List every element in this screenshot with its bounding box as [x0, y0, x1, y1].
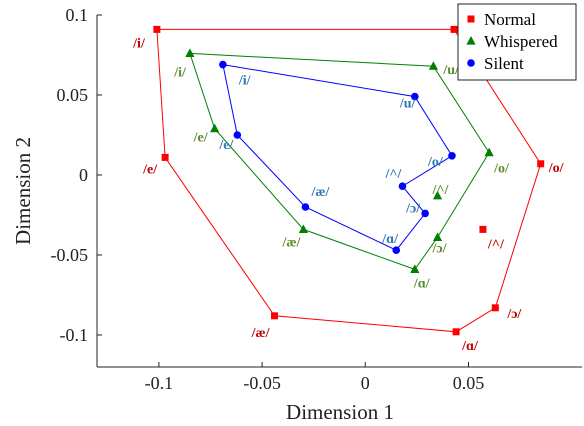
- whispered-open-o-marker: [432, 232, 443, 241]
- normal-e-marker: [161, 153, 169, 161]
- normal-open-o-label: /ɔ/: [506, 307, 522, 322]
- silent-open-o-label: /ɔ/: [405, 201, 421, 216]
- legend-whispered-marker: [466, 36, 476, 45]
- whispered-e-marker: [210, 123, 220, 133]
- whispered-open-o-label: /ɔ/: [432, 241, 448, 256]
- legend: Normal Whispered Silent: [457, 3, 577, 81]
- whispered-caret-marker: [432, 190, 443, 200]
- whispered-o-marker: [484, 147, 494, 157]
- legend-whispered-label: Whispered: [484, 32, 558, 51]
- y-tick-label: 0.1: [66, 5, 89, 25]
- x-tick-label: 0.05: [453, 373, 485, 393]
- silent-o-label: /o/: [427, 155, 444, 170]
- whispered-polygon: [189, 52, 490, 270]
- silent-caret-label: /^/: [384, 167, 402, 182]
- silent-open-o-marker: [421, 209, 429, 218]
- normal-a-label: /ɑ/: [461, 339, 479, 354]
- silent-o-marker: [448, 152, 456, 160]
- legend-normal-label: Normal: [484, 10, 536, 29]
- y-tick-label: 0.05: [57, 85, 89, 105]
- normal-e-label: /e/: [142, 162, 158, 177]
- whispered-e-label: /e/: [193, 131, 209, 146]
- whispered-caret-label: /^/: [432, 183, 450, 198]
- legend-silent-marker: [467, 59, 475, 67]
- whispered-a-marker: [410, 264, 420, 273]
- x-tick-label: 0: [361, 373, 370, 393]
- whispered-u-label: /u/: [442, 63, 460, 78]
- normal-i-label: /i/: [132, 36, 146, 51]
- whispered-ae-label: /æ/: [281, 235, 301, 250]
- point-labels: /i/ /u/ /o/ /ɔ/ /ɑ/ /æ/ /e/ /^/ /i/ /u/ /o/ /^/ /ɔ/ /…: [132, 9, 564, 353]
- y-tick-label: 0: [79, 165, 88, 185]
- silent-e-marker: [233, 131, 242, 139]
- silent-u-label: /u/: [399, 97, 417, 112]
- legend-normal-marker: [467, 15, 475, 23]
- normal-a-marker: [452, 328, 460, 336]
- normal-caret-label: /^/: [487, 237, 505, 252]
- normal-u-marker: [450, 25, 458, 33]
- legend-box: [457, 3, 577, 81]
- silent-e-label: /e/: [218, 138, 234, 153]
- silent-caret-marker: [398, 182, 407, 190]
- silent-u-marker: [411, 92, 419, 101]
- silent-i-label: /i/: [238, 74, 252, 89]
- normal-o-label: /o/: [548, 161, 565, 176]
- silent-a-marker: [392, 246, 401, 254]
- tick-marks-and-labels: -0.1 -0.05 0 0.05 -0.1 -0.05 0 0.05 0.1: [51, 5, 485, 393]
- normal-o-marker: [537, 160, 545, 168]
- silent-ae-label: /æ/: [310, 185, 330, 200]
- x-axis-title: Dimension 1: [286, 400, 394, 424]
- whispered-i-label: /i/: [173, 65, 187, 80]
- x-tick-label: -0.05: [243, 373, 281, 393]
- normal-ae-marker: [270, 312, 278, 320]
- normal-caret-marker: [479, 225, 487, 233]
- whispered-o-label: /o/: [493, 162, 510, 177]
- y-axis-title: Dimension 2: [11, 137, 35, 245]
- y-tick-label: -0.1: [60, 325, 89, 345]
- normal-i-marker: [153, 25, 161, 33]
- silent-i-marker: [219, 60, 227, 69]
- silent-ae-marker: [301, 203, 310, 211]
- whispered-a-label: /ɑ/: [413, 276, 431, 291]
- x-tick-label: -0.1: [145, 373, 174, 393]
- data-markers: [153, 25, 545, 336]
- whispered-ae-marker: [298, 224, 308, 233]
- silent-a-label: /ɑ/: [381, 232, 399, 247]
- normal-ae-label: /æ/: [251, 326, 271, 341]
- axes: [96, 15, 582, 368]
- y-tick-label: -0.05: [51, 245, 89, 265]
- whispered-u-marker: [428, 61, 439, 70]
- whispered-i-marker: [185, 48, 195, 57]
- legend-silent-label: Silent: [484, 54, 524, 73]
- normal-open-o-marker: [491, 304, 499, 312]
